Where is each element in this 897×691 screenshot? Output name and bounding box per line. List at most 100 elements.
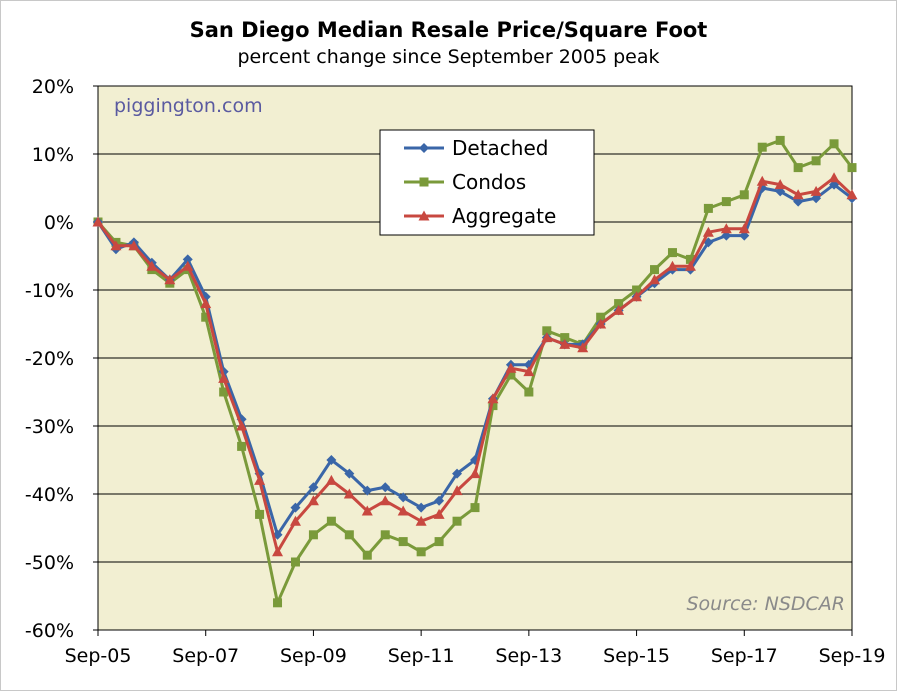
data-point-aggregate bbox=[110, 240, 122, 251]
data-point-aggregate bbox=[649, 274, 661, 285]
data-point-aggregate bbox=[684, 260, 696, 271]
chart-subtitle: percent change since September 2005 peak bbox=[237, 46, 660, 68]
x-tick-label: Sep-17 bbox=[711, 645, 778, 667]
data-point-aggregate bbox=[774, 179, 786, 190]
data-point-condos bbox=[685, 254, 695, 264]
data-point-aggregate bbox=[487, 393, 499, 404]
data-point-aggregate bbox=[666, 260, 678, 271]
data-point-aggregate bbox=[433, 508, 445, 519]
data-point-condos bbox=[757, 142, 767, 152]
data-point-aggregate bbox=[361, 505, 373, 516]
data-point-detached bbox=[380, 482, 391, 493]
data-point-condos bbox=[488, 401, 498, 411]
watermark-text: piggington.com bbox=[114, 95, 263, 117]
data-point-detached bbox=[434, 495, 445, 506]
y-tick-label: -40% bbox=[25, 484, 74, 506]
legend-marker-condos bbox=[419, 177, 429, 187]
data-point-condos bbox=[667, 248, 677, 258]
data-point-condos bbox=[452, 516, 462, 526]
data-point-aggregate bbox=[92, 216, 104, 227]
data-point-condos bbox=[829, 139, 839, 149]
data-point-aggregate bbox=[397, 505, 409, 516]
data-point-detached bbox=[326, 455, 337, 465]
data-point-condos bbox=[721, 197, 731, 207]
legend-label-aggregate: Aggregate bbox=[452, 204, 556, 228]
data-point-aggregate bbox=[523, 366, 535, 377]
data-point-condos bbox=[650, 265, 660, 275]
data-point-condos bbox=[542, 326, 552, 336]
data-point-aggregate bbox=[307, 495, 319, 506]
data-point-condos bbox=[506, 370, 516, 380]
legend-label-condos: Condos bbox=[452, 170, 526, 194]
data-point-condos bbox=[703, 203, 713, 213]
data-point-aggregate bbox=[469, 468, 481, 479]
data-point-condos bbox=[362, 550, 372, 560]
data-point-condos bbox=[344, 530, 354, 540]
data-point-condos bbox=[632, 285, 642, 295]
data-point-aggregate bbox=[218, 372, 230, 383]
data-point-aggregate bbox=[182, 260, 194, 271]
data-point-aggregate bbox=[272, 546, 284, 557]
data-point-aggregate bbox=[325, 474, 337, 485]
data-point-aggregate bbox=[289, 515, 301, 526]
data-point-aggregate bbox=[128, 240, 140, 251]
data-point-aggregate bbox=[613, 304, 625, 315]
data-point-aggregate bbox=[846, 189, 858, 200]
data-point-aggregate bbox=[254, 474, 266, 485]
data-point-condos bbox=[237, 441, 247, 451]
data-point-aggregate bbox=[828, 172, 840, 183]
y-tick-label: 0% bbox=[44, 212, 74, 234]
data-point-aggregate bbox=[415, 515, 427, 526]
data-point-condos bbox=[308, 530, 318, 540]
data-point-aggregate bbox=[379, 495, 391, 506]
data-point-detached bbox=[344, 468, 355, 479]
data-point-condos bbox=[793, 163, 803, 173]
y-tick-label: -60% bbox=[25, 620, 74, 642]
data-point-aggregate bbox=[702, 226, 714, 237]
data-point-condos bbox=[255, 509, 265, 519]
data-point-condos bbox=[739, 190, 749, 200]
y-tick-label: -20% bbox=[25, 348, 74, 370]
y-tick-label: -30% bbox=[25, 416, 74, 438]
data-point-detached bbox=[182, 254, 193, 265]
data-point-condos bbox=[775, 135, 785, 145]
data-point-aggregate bbox=[541, 332, 553, 343]
data-point-detached bbox=[308, 482, 319, 493]
data-point-condos bbox=[219, 387, 229, 397]
data-point-condos bbox=[290, 557, 300, 567]
data-point-condos bbox=[416, 547, 426, 557]
data-point-condos bbox=[201, 312, 211, 322]
x-tick-label: Sep-13 bbox=[495, 645, 562, 667]
legend: Detached Condos Aggregate bbox=[379, 129, 595, 236]
x-tick-label: Sep-11 bbox=[388, 645, 455, 667]
data-point-aggregate bbox=[559, 338, 571, 349]
data-point-condos bbox=[614, 299, 624, 309]
data-point-detached bbox=[416, 502, 427, 513]
data-point-condos bbox=[560, 333, 570, 343]
data-point-condos bbox=[847, 163, 857, 173]
data-point-aggregate bbox=[810, 185, 822, 196]
data-point-condos bbox=[470, 503, 480, 513]
source-text: Source: NSDCAR bbox=[687, 593, 846, 615]
x-tick-label: Sep-07 bbox=[172, 645, 239, 667]
y-tick-label: -10% bbox=[25, 280, 74, 302]
data-point-condos bbox=[380, 530, 390, 540]
data-point-aggregate bbox=[200, 298, 212, 309]
legend-marker-detached bbox=[419, 143, 429, 153]
data-point-aggregate bbox=[595, 318, 607, 329]
data-point-condos bbox=[811, 156, 821, 166]
y-tick-label: -50% bbox=[25, 552, 74, 574]
data-point-condos bbox=[273, 598, 283, 608]
data-point-condos bbox=[398, 537, 408, 547]
data-point-aggregate bbox=[792, 189, 804, 200]
data-point-aggregate bbox=[577, 342, 589, 353]
y-tick-label: 20% bbox=[32, 76, 74, 98]
series-aggregate bbox=[92, 172, 858, 557]
y-tick-label: 10% bbox=[32, 144, 74, 166]
chart-title: San Diego Median Resale Price/Square Foo… bbox=[189, 18, 708, 42]
data-point-aggregate bbox=[720, 223, 732, 234]
data-point-detached bbox=[362, 485, 373, 496]
legend-label-detached: Detached bbox=[452, 136, 548, 160]
data-point-condos bbox=[524, 387, 534, 397]
